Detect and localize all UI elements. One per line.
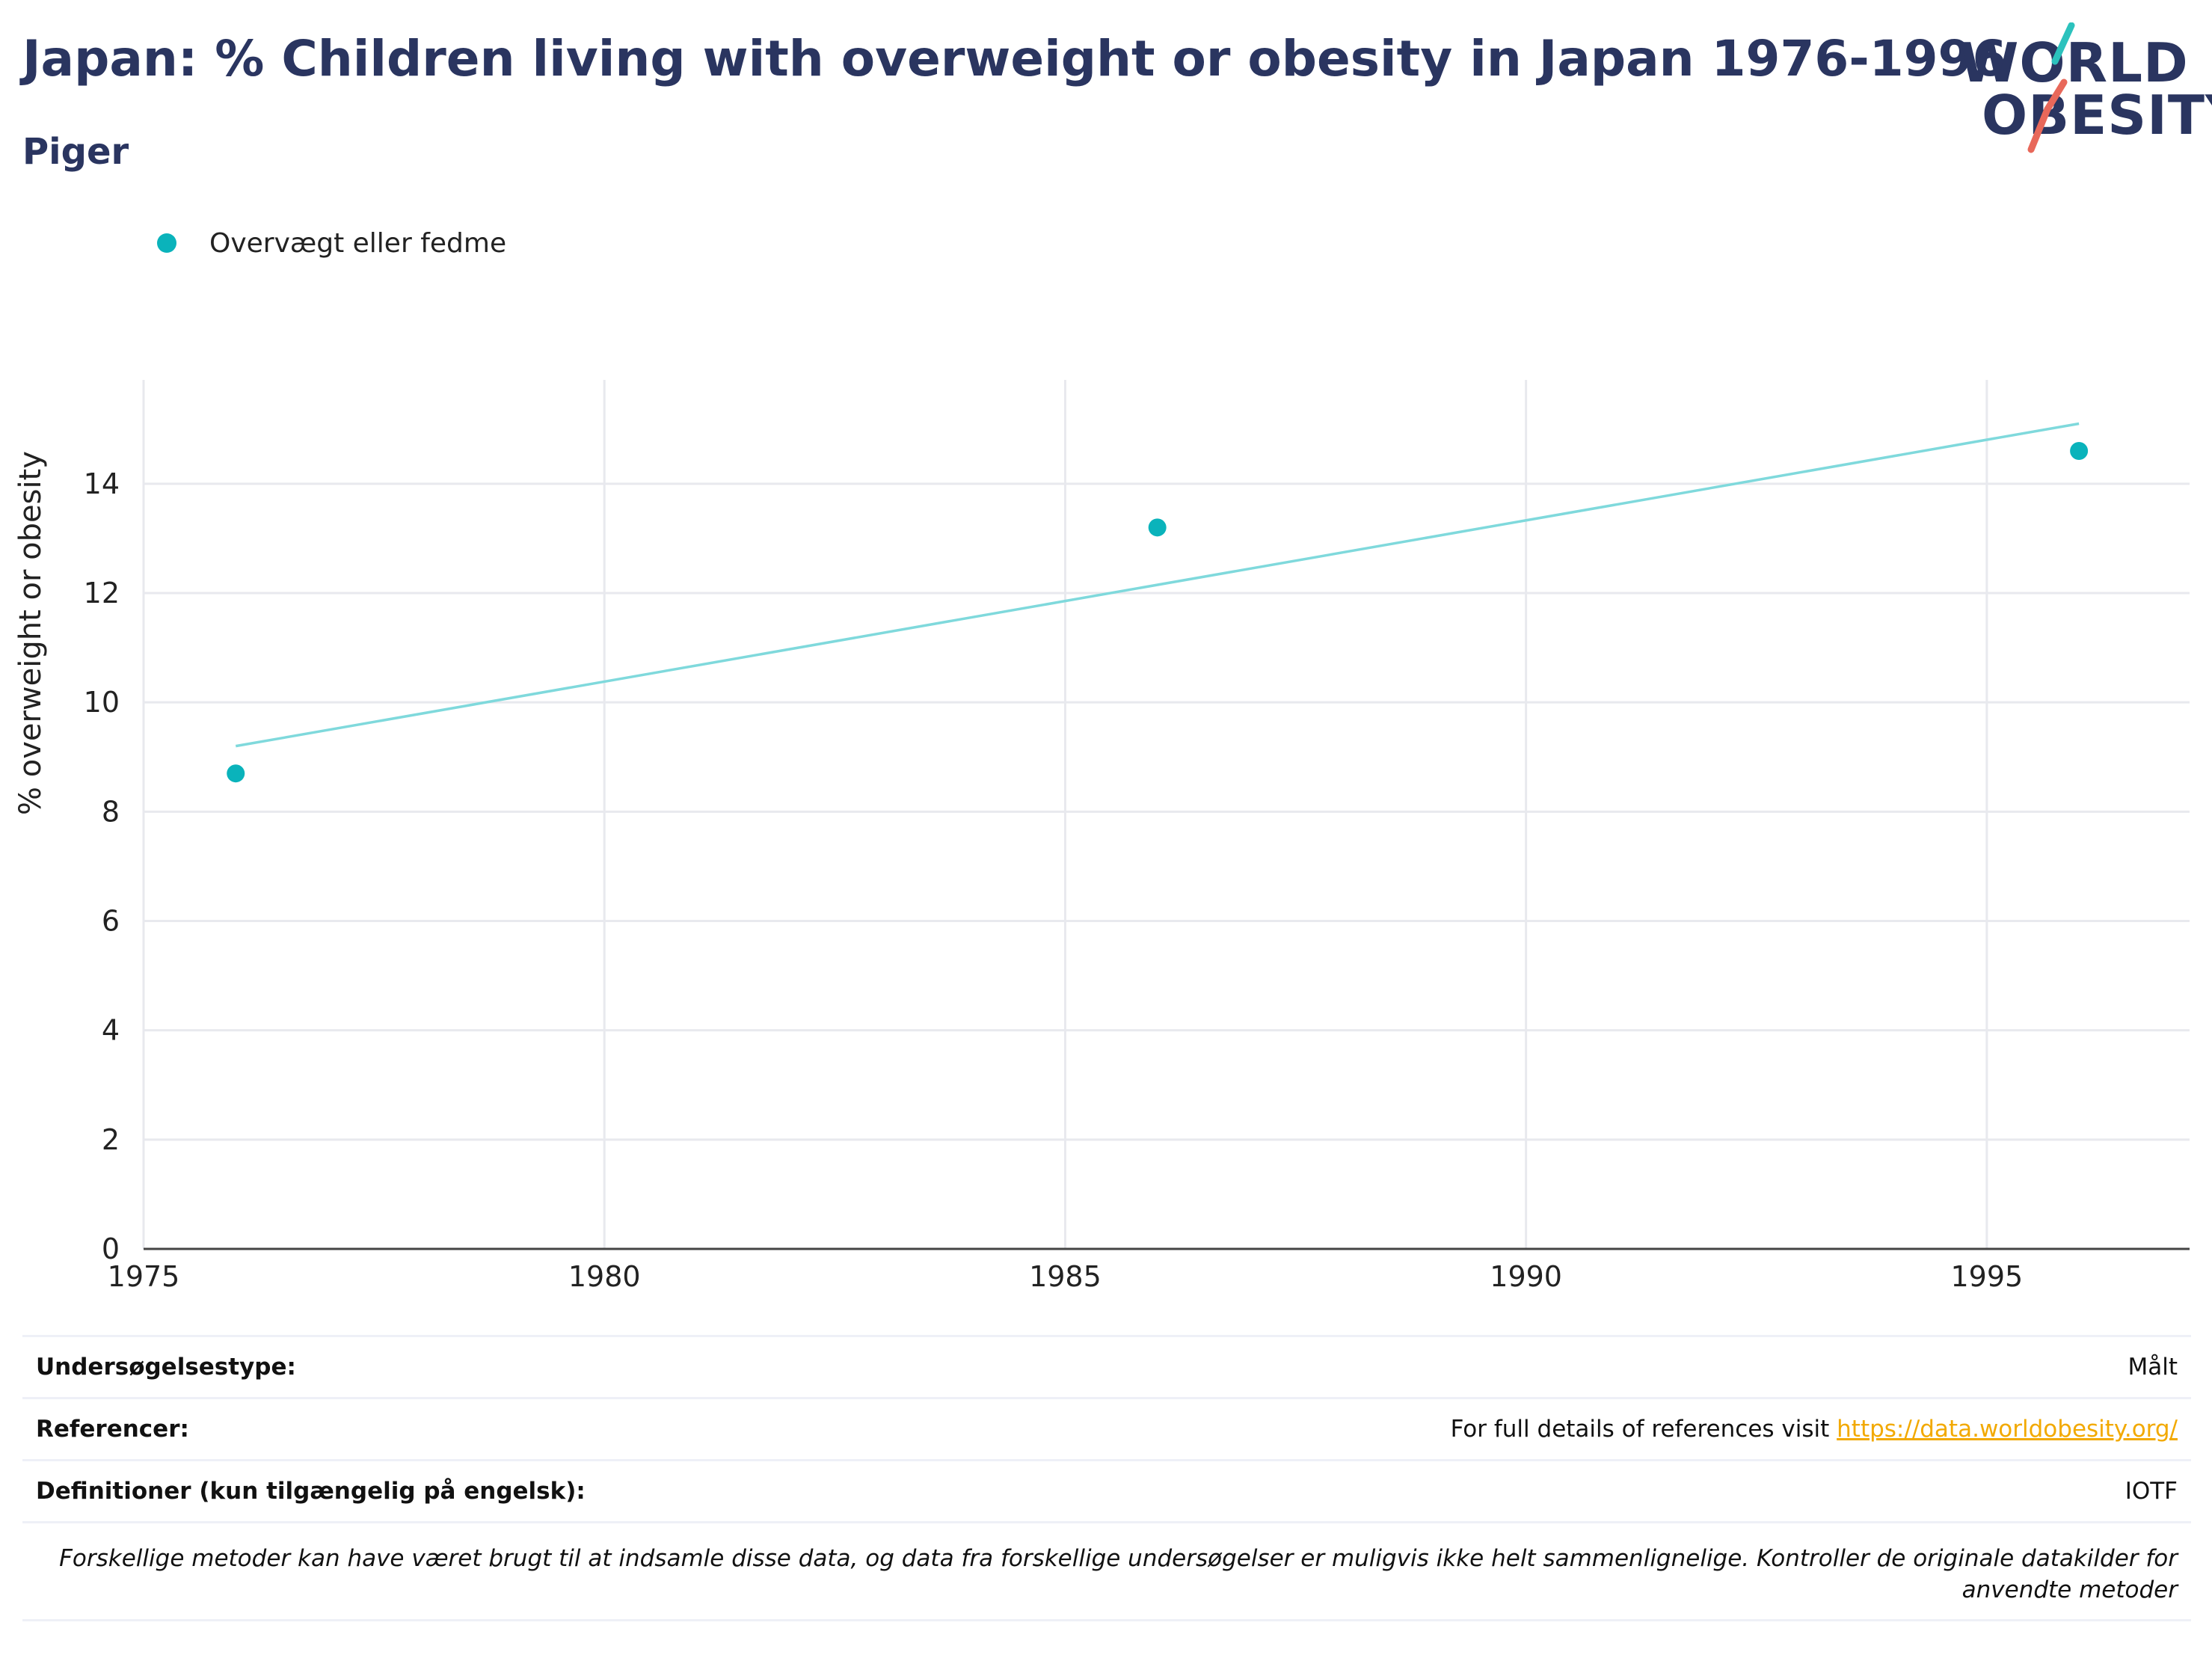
y-tick-label: 4 — [102, 1014, 120, 1047]
logo-slash-icon — [2027, 22, 2075, 153]
x-tick-label: 1975 — [108, 1260, 180, 1293]
data-point — [227, 764, 245, 783]
legend-marker — [157, 233, 176, 253]
info-row-definitions: Definitioner (kun tilgængelig på engelsk… — [22, 1459, 2191, 1521]
info-row-survey-type: Undersøgelsestype: Målt — [22, 1335, 2191, 1397]
info-value: IOTF — [2125, 1478, 2178, 1505]
legend-label: Overvægt eller fedme — [209, 227, 507, 259]
y-tick-label: 0 — [102, 1232, 120, 1265]
scatter-chart: 0 2 4 6 8 10 12 14 1975 1980 1985 1990 1995 — [84, 380, 2190, 1293]
chart-legend: Overvægt eller fedme — [157, 224, 506, 262]
x-tick-label: 1995 — [1951, 1260, 2024, 1293]
x-tick-label: 1980 — [568, 1260, 641, 1293]
info-row-references: Referencer: For full details of referenc… — [22, 1397, 2191, 1459]
methodology-note: Forskellige metoder kan have været brugt… — [22, 1521, 2191, 1621]
references-text: For full details of references visit — [1450, 1416, 1837, 1443]
logo-text-obesity: OBESITY — [1982, 84, 2212, 147]
info-key: Definitioner (kun tilgængelig på engelsk… — [36, 1478, 586, 1505]
chart-subtitle: Piger — [22, 131, 129, 173]
info-value: Målt — [2127, 1354, 2178, 1381]
data-point — [1148, 518, 1167, 537]
y-tick-label: 12 — [84, 577, 120, 610]
x-tick-label: 1990 — [1490, 1260, 1562, 1293]
info-key: Referencer: — [36, 1416, 189, 1443]
info-key: Undersøgelsestype: — [36, 1354, 296, 1381]
y-tick-label: 6 — [102, 905, 120, 938]
y-tick-label: 8 — [102, 795, 120, 828]
x-tick-label: 1985 — [1029, 1260, 1102, 1293]
info-table: Undersøgelsestype: Målt Referencer: For … — [22, 1335, 2191, 1621]
y-tick-label: 10 — [84, 686, 120, 719]
y-tick-label: 2 — [102, 1123, 120, 1156]
chart-title: Japan: % Children living with overweight… — [22, 30, 2007, 87]
trend-line — [235, 422, 2080, 748]
y-tick-label: 14 — [84, 467, 120, 500]
world-obesity-logo: WORLD OBESITY — [1959, 22, 2212, 157]
info-value: For full details of references visit htt… — [1451, 1416, 2178, 1443]
references-link[interactable]: https://data.worldobesity.org/ — [1837, 1416, 2178, 1443]
data-point — [2070, 442, 2089, 461]
logo-text-world: WORLD — [1959, 31, 2189, 94]
